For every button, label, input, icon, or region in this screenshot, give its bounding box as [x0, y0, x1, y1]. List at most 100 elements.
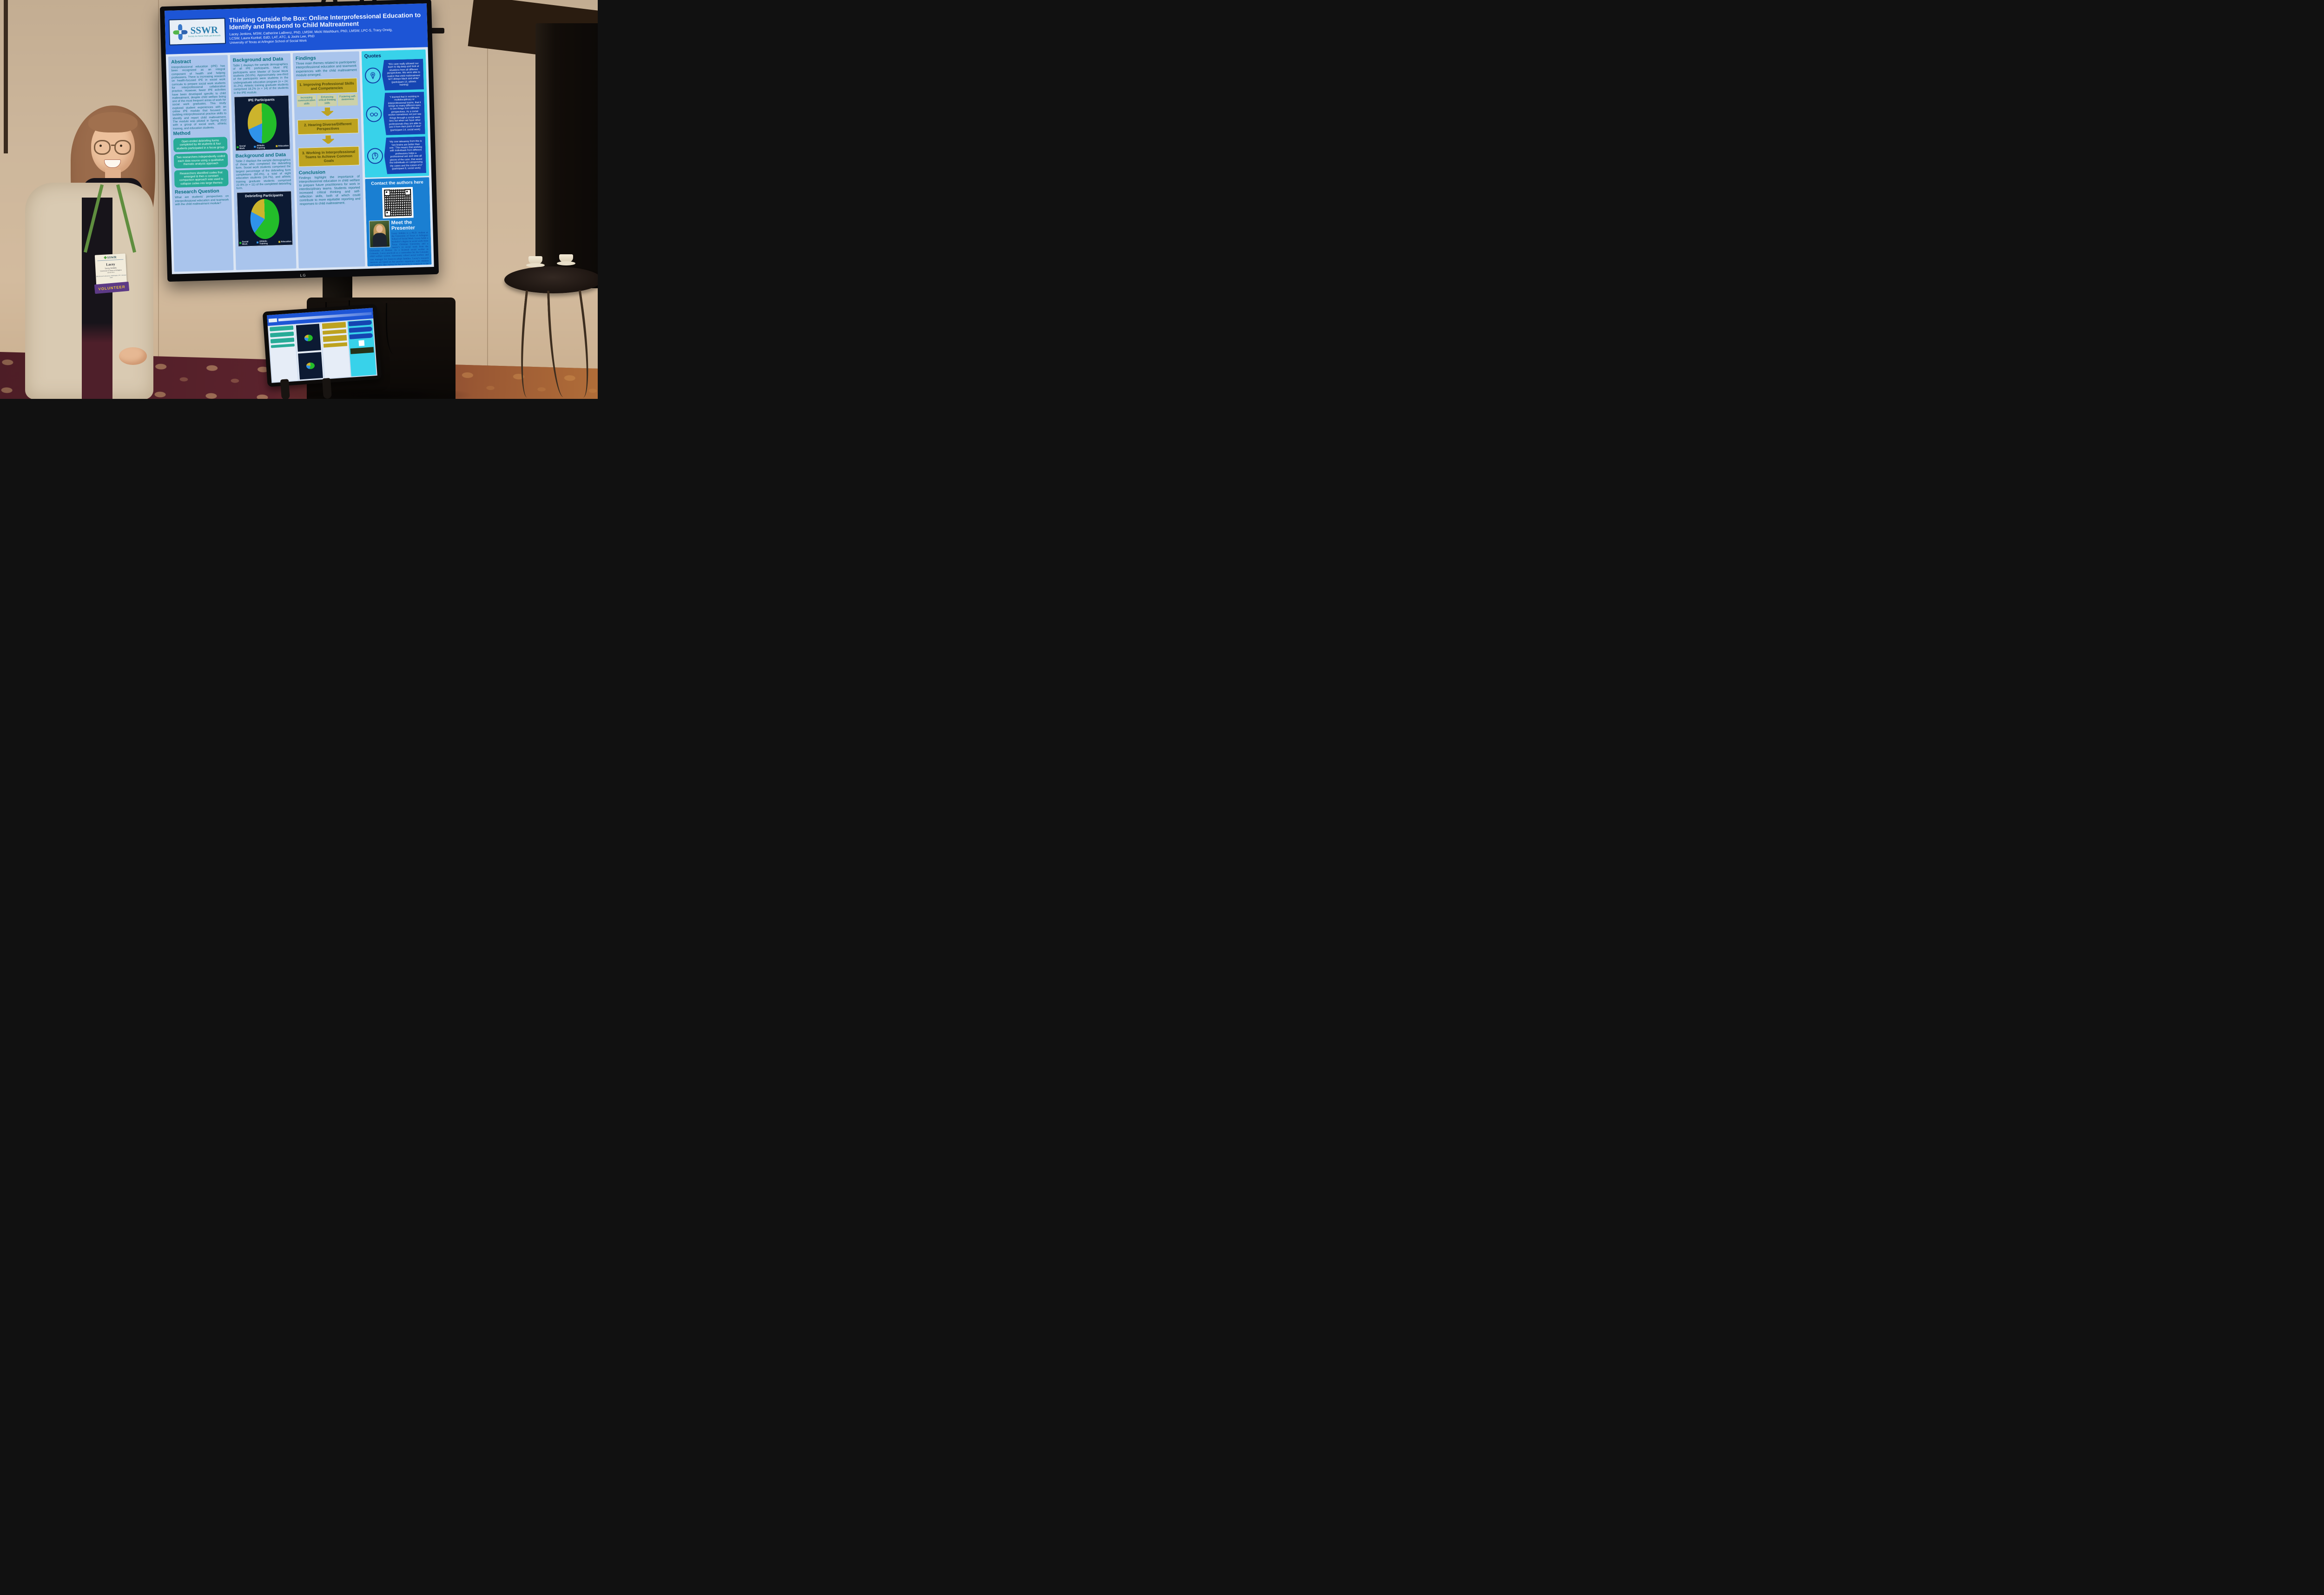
wall-seam — [487, 0, 488, 399]
subtheme-box: Fostering self-awareness — [337, 93, 358, 106]
down-arrow-icon — [322, 135, 335, 145]
method-box: Open-ended debriefing forms completed by… — [173, 137, 228, 152]
presenter-section: Meet the Presenter Lacey Jenkins is a Ph… — [369, 219, 429, 266]
wall-edge — [4, 0, 8, 153]
table-leg — [515, 290, 540, 398]
background2-body: Table 2 displays the sample demographics… — [235, 158, 291, 191]
presenter-person: SSWR Lacey Lacey Jenkins University of T… — [5, 105, 163, 399]
saucer — [557, 261, 575, 265]
legend-label: Athletic Training — [259, 239, 268, 245]
background2-heading: Background and Data — [235, 152, 286, 159]
background1-body: Table 1 displays the sample demographics… — [233, 62, 289, 95]
abstract-heading: Abstract — [171, 59, 191, 65]
person-eye — [120, 145, 122, 147]
chart-legend: Social Work Athletic Training Education — [236, 143, 289, 150]
method-box: Researchers identified codes that emerge… — [174, 168, 229, 188]
poster-display-tv: SSWR Society for Social Work and Researc… — [159, 0, 439, 282]
legend-label: Social Work — [239, 145, 246, 150]
badge-org: SSWR — [107, 255, 117, 260]
tablet-screen — [267, 308, 377, 383]
conference-badge: SSWR Lacey Lacey Jenkins University of T… — [94, 253, 130, 295]
method-heading: Method — [173, 130, 191, 137]
conference-scene-photo: SSWR Society for Social Work and Researc… — [0, 0, 598, 399]
legend-label: Education — [278, 144, 289, 147]
table-top — [504, 266, 598, 293]
person-hands — [119, 347, 147, 365]
badge-logo-diamond-icon — [103, 256, 107, 259]
ipe-participants-chart: IPE Participants Social Work Athletic Tr… — [233, 95, 290, 151]
conclusion-heading: Conclusion — [298, 169, 326, 176]
contact-presenter-section: Contact the authors here Meet the — [365, 177, 432, 267]
method-box: Two researchers independently coded each… — [173, 152, 228, 169]
chart1-title: IPE Participants — [248, 97, 275, 102]
pie-chart-debriefing — [250, 198, 280, 239]
secondary-display-edge — [535, 23, 598, 288]
findings-conclusion-column: Findings Three main themes related to pa… — [292, 51, 365, 269]
quotes-heading: Quotes — [364, 53, 381, 60]
person-cardigan-opening — [82, 198, 112, 399]
badge-card: SSWR Lacey Lacey Jenkins University of T… — [94, 253, 127, 285]
findings-heading: Findings — [295, 55, 316, 62]
debriefing-participants-chart: Debriefing Participants Social Work Athl… — [236, 191, 293, 247]
volunteer-label: VOLUNTEER — [98, 284, 125, 291]
abstract-method-column: Abstract Interprofessional education (IP… — [168, 55, 234, 272]
legend-swatch-yellow — [278, 240, 280, 243]
qr-code — [382, 186, 414, 218]
subtheme-box: Increasing communication skills — [297, 94, 317, 107]
legend-swatch-green — [239, 242, 241, 244]
sswr-acronym: SSWR — [190, 24, 218, 36]
abstract-body: Interprofessional education (IPE) has be… — [171, 64, 227, 131]
research-question-body: What are students’ perspectives on inter… — [175, 194, 229, 206]
tv-screen: SSWR Society for Social Work and Researc… — [165, 3, 434, 274]
table-leg — [547, 290, 566, 398]
background1-heading: Background and Data — [232, 56, 284, 63]
legend-label: Social Work — [242, 240, 249, 245]
side-table — [504, 253, 598, 399]
quote-item: “My one takeaway from this is ‘two brain… — [367, 136, 426, 174]
coffee-cup — [559, 254, 573, 262]
poster-header: SSWR Society for Social Work and Researc… — [165, 3, 428, 54]
head-brain-icon — [367, 148, 383, 165]
table-leg — [567, 290, 596, 398]
chart2-title: Debriefing Participants — [244, 192, 284, 198]
pie-chart-ipe — [247, 103, 277, 144]
glasses-icon — [114, 140, 131, 155]
theme-box-1: 1. Improving Professional Skills and Com… — [296, 78, 357, 95]
conclusion-body: Findings highlight the importance of int… — [299, 175, 361, 206]
wall-seam — [158, 0, 159, 399]
legend-label: Education — [281, 240, 292, 243]
coffee-cup — [528, 256, 542, 264]
quote-item: “this case really allowed our team to di… — [364, 59, 424, 91]
person-eye — [99, 145, 102, 147]
tv-brand-logo: LG — [300, 273, 306, 278]
research-poster: SSWR Society for Social Work and Researc… — [165, 3, 434, 274]
quote-text: “My one takeaway from this is ‘two brain… — [384, 136, 426, 174]
legend-swatch-blue — [256, 241, 259, 244]
subtheme-row: Increasing communication skills Enhancin… — [297, 93, 358, 107]
quote-text: “this case really allowed our team to di… — [382, 59, 424, 90]
badge-conference-line: 28th Annual Conference | Washington, DC … — [96, 274, 126, 279]
sswr-tagline: Society for Social Work and Research — [188, 34, 221, 38]
legend-swatch-blue — [254, 146, 256, 148]
legend-label: Athletic Training — [257, 144, 265, 149]
glasses-bridge — [111, 145, 116, 146]
findings-body: Three main themes related to participant… — [296, 60, 357, 77]
subtheme-box: Enhancing critical thinking skills — [317, 94, 337, 107]
quote-item: “I learned that in working in multidisci… — [365, 92, 425, 136]
presenter-photo — [369, 220, 390, 248]
down-arrow-icon — [321, 107, 334, 117]
legend-swatch-yellow — [275, 145, 278, 147]
tablet — [262, 304, 382, 399]
floor-shadow — [279, 386, 474, 399]
saucer — [526, 263, 545, 267]
tablet-mount-grip — [322, 377, 332, 399]
person-hair-fringe — [88, 112, 138, 132]
quote-text: “I learned that in working in multidisci… — [383, 92, 425, 135]
background-data-column: Background and Data Table 1 displays the… — [230, 53, 297, 270]
cable — [386, 303, 399, 354]
research-question-heading: Research Question — [174, 188, 219, 195]
quotes-contact-column: Quotes “this case really allowed o — [361, 49, 432, 267]
theme-box-2: 2. Hearing Diverse/Different Perspective… — [297, 118, 359, 135]
tablet-mini-poster — [268, 319, 377, 383]
theme-box-3: 3. Working in Interprofessional Teams to… — [298, 146, 360, 167]
